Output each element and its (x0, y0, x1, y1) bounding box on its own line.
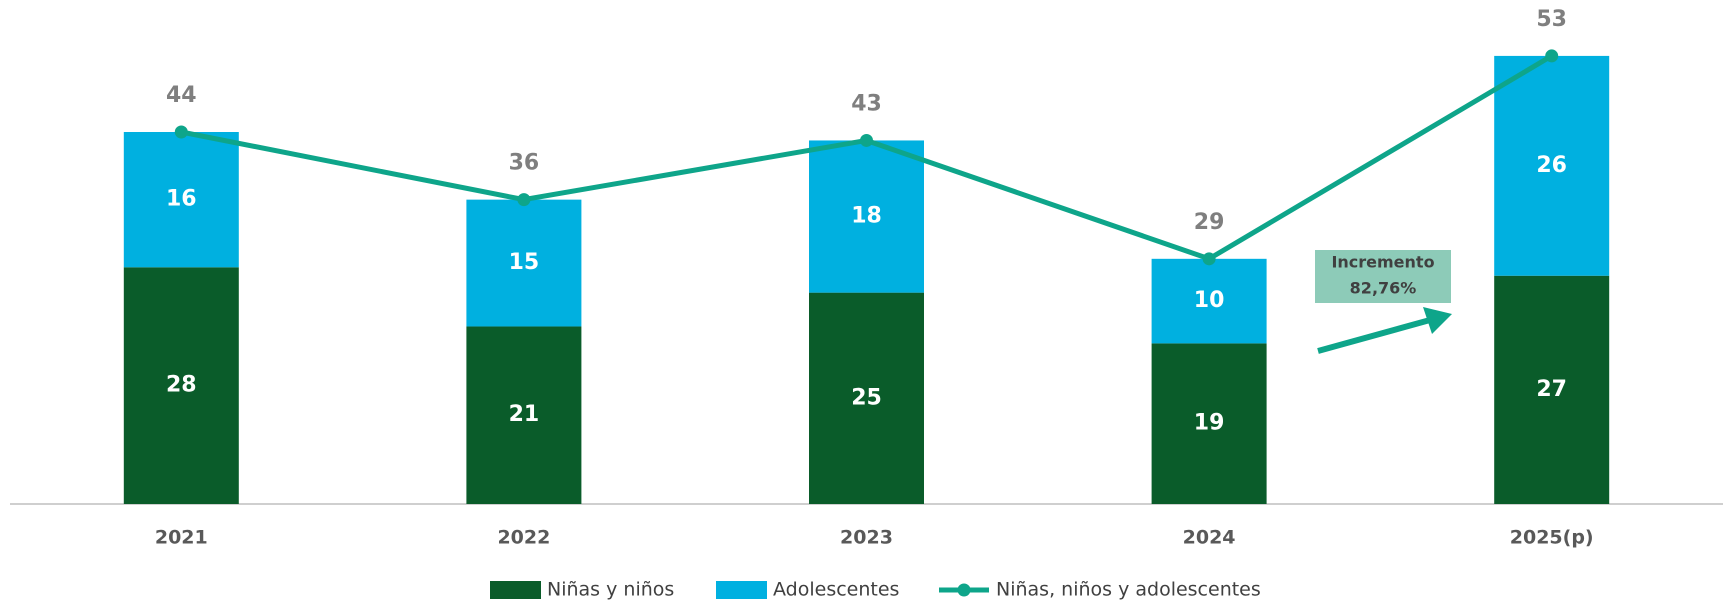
legend-swatch (490, 581, 541, 599)
bar-segment (1494, 275, 1610, 504)
bar-segment (809, 292, 924, 504)
bar-segment (1151, 258, 1267, 344)
data-label: 10 (1194, 288, 1225, 313)
x-tick-label: 2024 (1183, 527, 1236, 549)
data-label: 27 (1536, 377, 1567, 402)
data-label: 26 (1536, 153, 1567, 178)
x-tick-label: 2023 (840, 527, 893, 549)
total-label: 44 (166, 83, 197, 108)
total-label: 29 (1194, 210, 1225, 235)
data-label: 18 (851, 204, 882, 229)
data-label: 25 (851, 385, 882, 410)
legend-label: Niñas y niños (547, 579, 674, 601)
data-label: 15 (509, 250, 540, 275)
line-point (1545, 49, 1559, 63)
annotation: Incremento (1331, 253, 1434, 272)
x-tick-label: 2025(p) (1510, 527, 1594, 549)
total-label: 43 (851, 91, 882, 116)
line-point (860, 133, 873, 147)
annotation: 82,76% (1350, 279, 1417, 298)
legend-label: Niñas, niños y adolescentes (996, 579, 1261, 601)
bar-segment (466, 326, 582, 504)
x-tick-label: 2021 (155, 527, 208, 549)
data-label: 16 (166, 187, 197, 212)
bar-segment (123, 267, 239, 504)
legend-swatch (957, 583, 971, 597)
line-point (1202, 252, 1216, 266)
line-point (517, 193, 531, 207)
legend-label: Adolescentes (773, 579, 899, 601)
data-label: 21 (509, 402, 540, 427)
bar-segment (466, 199, 582, 327)
bar-segment (809, 140, 924, 293)
bar-segment (123, 132, 239, 268)
arrow (1317, 317, 1431, 354)
x-tick-label: 2022 (497, 527, 550, 549)
legend-swatch (716, 581, 767, 599)
total-label: 36 (509, 151, 540, 176)
annotation-box (1315, 250, 1451, 303)
line-point (174, 125, 188, 139)
data-label: 28 (166, 373, 197, 398)
data-label: 19 (1194, 411, 1225, 436)
total-label: 53 (1536, 7, 1567, 32)
arrow-head (1423, 307, 1452, 334)
bar-segment (1151, 343, 1267, 504)
bar-segment (1494, 55, 1610, 276)
